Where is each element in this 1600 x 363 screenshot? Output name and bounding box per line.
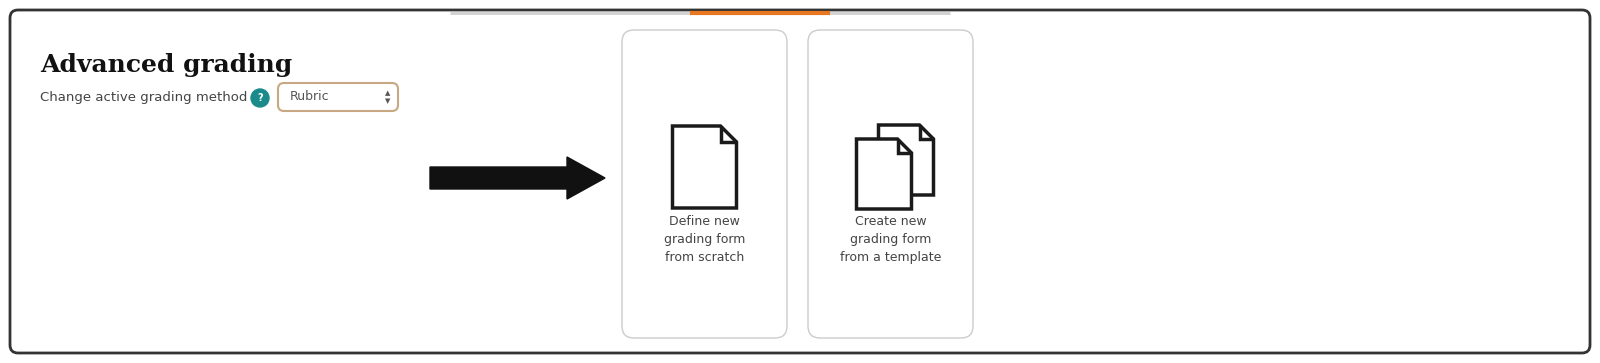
FancyArrow shape (430, 157, 605, 199)
Text: ▲: ▲ (386, 90, 390, 96)
FancyBboxPatch shape (808, 30, 973, 338)
Circle shape (251, 89, 269, 107)
FancyBboxPatch shape (622, 30, 787, 338)
Polygon shape (856, 139, 912, 209)
FancyBboxPatch shape (10, 10, 1590, 353)
Text: ?: ? (258, 93, 262, 103)
FancyBboxPatch shape (278, 83, 398, 111)
Text: ▼: ▼ (386, 98, 390, 104)
Text: Advanced grading: Advanced grading (40, 53, 293, 77)
Text: Define new
grading form
from scratch: Define new grading form from scratch (664, 215, 746, 264)
Polygon shape (878, 125, 933, 195)
Text: Change active grading method to: Change active grading method to (40, 91, 266, 105)
Polygon shape (672, 126, 736, 208)
Text: Rubric: Rubric (290, 90, 330, 103)
Text: Create new
grading form
from a template: Create new grading form from a template (840, 215, 941, 264)
